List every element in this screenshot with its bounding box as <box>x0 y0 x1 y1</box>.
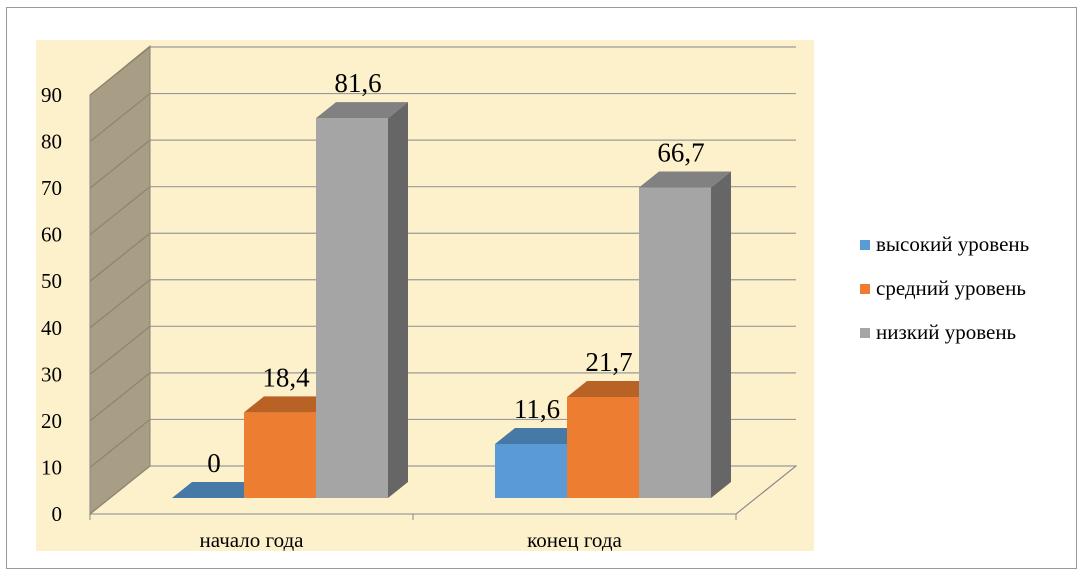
bar <box>639 187 711 499</box>
wall-gridline <box>89 325 151 375</box>
bar-top <box>244 396 336 413</box>
wall-gridline <box>89 372 151 422</box>
data-label: 0 <box>207 448 221 478</box>
y-tick-label: 10 <box>41 455 62 479</box>
bar-top <box>172 482 264 498</box>
axes <box>89 95 797 520</box>
data-label: 18,4 <box>262 362 310 392</box>
wall-gridline <box>89 465 151 515</box>
bar-top <box>495 427 587 444</box>
data-label: 11,6 <box>514 394 560 424</box>
bar-side <box>388 102 408 499</box>
y-tick-label: 60 <box>41 223 62 247</box>
y-tick-label: 0 <box>52 502 63 526</box>
floor-edge <box>735 465 797 515</box>
y-tick-label: 40 <box>41 316 62 340</box>
y-tick-label: 50 <box>41 269 62 293</box>
y-tick-label: 30 <box>41 362 62 386</box>
data-label: 66,7 <box>657 137 704 167</box>
wall-gridline <box>89 93 151 143</box>
bar <box>316 118 388 499</box>
wall-gridline <box>89 279 151 329</box>
bar <box>567 396 639 498</box>
bar-top <box>639 171 731 188</box>
data-label: 21,7 <box>585 347 632 377</box>
wall-gridline <box>89 186 151 236</box>
wall-gridline <box>89 232 151 282</box>
data-labels: 0 18,4 81,6 11,6 21,7 66,7 <box>207 68 704 478</box>
bar-top <box>316 102 408 119</box>
wall-gridline <box>89 46 151 96</box>
bar-top <box>567 380 659 397</box>
y-tick-labels: 0 10 20 30 40 50 60 70 80 90 <box>41 83 62 526</box>
category-labels: начало года конец года <box>199 528 622 552</box>
bar <box>244 412 316 498</box>
y-tick-label: 90 <box>41 83 62 107</box>
bar <box>495 443 567 498</box>
category-label: начало года <box>199 528 304 552</box>
legend-label: высокий уровень <box>876 232 1029 256</box>
wall-gridline <box>89 418 151 468</box>
legend-swatch <box>860 328 870 338</box>
y-tick-label: 70 <box>41 176 62 200</box>
category-label: конец года <box>527 528 622 552</box>
legend-swatch <box>860 284 870 294</box>
y-tick-label: 80 <box>41 130 62 154</box>
legend-label: средний уровень <box>876 276 1026 300</box>
bars <box>172 102 731 499</box>
legend-label: низкий уровень <box>876 320 1016 344</box>
legend-swatch <box>860 240 870 250</box>
y-tick-label: 20 <box>41 409 62 433</box>
wall-gridline <box>89 139 151 189</box>
legend: высокий уровень средний уровень низкий уро… <box>860 232 1029 344</box>
bar-side <box>711 171 731 499</box>
data-label: 81,6 <box>334 68 381 98</box>
